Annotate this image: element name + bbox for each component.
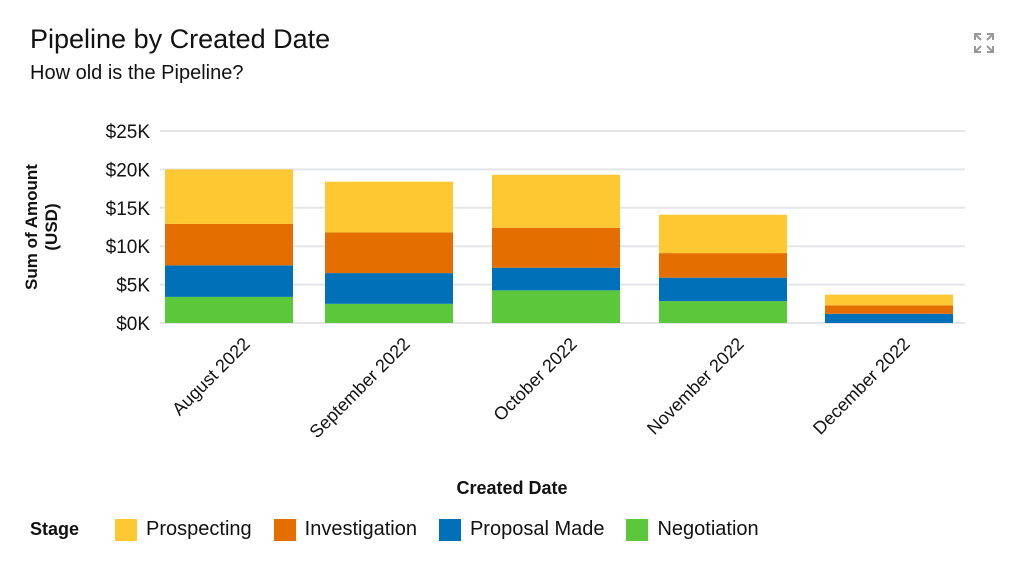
bar-segment[interactable] <box>825 294 953 306</box>
bar-segment[interactable] <box>165 296 293 323</box>
y-axis-label-line: (USD) <box>42 203 61 250</box>
bar-segment[interactable] <box>659 214 787 254</box>
legend-label: Investigation <box>304 518 417 540</box>
legend-swatch <box>273 518 296 541</box>
bar-segment[interactable] <box>659 253 787 278</box>
y-tick-label: $15K <box>106 199 151 220</box>
legend-label: Proposal Made <box>469 518 605 540</box>
y-tick-label: $10K <box>106 237 151 258</box>
y-axis-label: Sum of Amount(USD) <box>22 164 61 290</box>
bar-segment[interactable] <box>825 313 953 323</box>
x-tick-label: November 2022 <box>643 334 748 439</box>
bar-segment[interactable] <box>659 301 787 323</box>
legend-item[interactable]: Prospecting <box>115 518 252 541</box>
y-tick-label: $25K <box>106 122 151 143</box>
legend-item[interactable]: Investigation <box>273 518 417 541</box>
x-tick-label: December 2022 <box>809 334 914 439</box>
bar-segment[interactable] <box>492 290 620 323</box>
y-tick-label: $0K <box>116 314 150 335</box>
legend-label: Negotiation <box>657 518 759 540</box>
x-tick-label: October 2022 <box>490 334 581 425</box>
y-axis-label-line: Sum of Amount <box>22 164 41 290</box>
bar-segment[interactable] <box>825 305 953 314</box>
y-tick-label: $20K <box>106 160 151 181</box>
x-tick-label: September 2022 <box>306 334 414 442</box>
legend-swatch <box>115 518 138 541</box>
bar-segment[interactable] <box>325 232 453 274</box>
bar-segment[interactable] <box>165 265 293 297</box>
y-tick-label: $5K <box>116 276 150 297</box>
chart-title: Pipeline by Created Date <box>30 24 331 54</box>
bar-segment[interactable] <box>165 223 293 266</box>
legend-title: Stage <box>30 519 80 539</box>
legend-item[interactable]: Negotiation <box>626 518 759 541</box>
chart-plot: $0K $5K $10K $15K $20K $25K Sum of Amount(USD)… <box>22 122 965 498</box>
bar-segment[interactable] <box>325 303 453 323</box>
bar-segment[interactable] <box>325 181 453 233</box>
chart-subtitle: How old is the Pipeline? <box>30 62 244 84</box>
expand-icon[interactable] <box>973 32 995 54</box>
bar-segment[interactable] <box>165 169 293 224</box>
legend-swatch <box>438 518 461 541</box>
legend-swatch <box>626 518 649 541</box>
legend: Stage Prospecting Investigation Proposal M… <box>30 518 781 541</box>
bar-segment[interactable] <box>492 174 620 228</box>
legend-label: Prospecting <box>146 518 252 540</box>
legend-item[interactable]: Proposal Made <box>438 518 605 541</box>
bar-segment[interactable] <box>659 277 787 302</box>
x-tick-label: August 2022 <box>168 334 254 420</box>
bar-segment[interactable] <box>492 267 620 291</box>
bar-segment[interactable] <box>325 273 453 304</box>
x-axis-label: Created Date <box>456 478 567 498</box>
bar-segment[interactable] <box>492 227 620 268</box>
